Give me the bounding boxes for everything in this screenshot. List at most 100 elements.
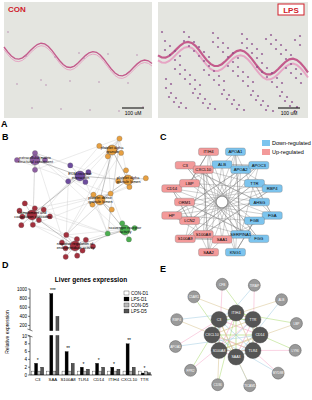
node: [244, 380, 256, 392]
bar: [108, 371, 111, 375]
node: [212, 161, 232, 169]
node: [188, 291, 200, 303]
cell: [285, 58, 287, 60]
node-label: CXCL10: [195, 167, 211, 172]
cell: [127, 82, 129, 84]
node-label: scavenger receptor activity: [109, 226, 142, 234]
cell: [203, 69, 205, 71]
cell: [284, 100, 286, 102]
line: granule lumen: [115, 180, 140, 184]
cell: [179, 73, 181, 75]
tick-label: 6: [24, 349, 27, 354]
node: [175, 235, 195, 243]
tick: [28, 307, 30, 308]
cell: [164, 40, 166, 42]
edge: [17, 160, 111, 194]
tick-label: SAA: [49, 377, 58, 382]
cell: [247, 76, 249, 78]
node-label: LBP: [186, 181, 194, 186]
node: [245, 343, 261, 359]
node-label: SAA3: [231, 355, 240, 359]
cell: [261, 71, 263, 73]
bar: [47, 371, 50, 375]
legend-label: LPS-D1: [131, 297, 147, 302]
node-label: negative regulation of endopeptidase act…: [56, 242, 95, 250]
edge: [33, 225, 77, 239]
node: [117, 136, 122, 141]
cell: [285, 49, 287, 51]
cell: [251, 43, 253, 45]
cell: [185, 107, 187, 109]
cell: [165, 87, 167, 89]
tick: [28, 325, 30, 326]
cell: [179, 55, 181, 57]
cell: [271, 81, 273, 83]
node-label: HP: [169, 213, 175, 218]
cell: [188, 36, 190, 38]
node: [171, 314, 183, 326]
cell: [246, 38, 248, 40]
cell: [198, 46, 200, 48]
node: [262, 212, 282, 220]
cell: [83, 57, 85, 59]
node: [245, 311, 261, 327]
node: [249, 198, 269, 206]
cell: [170, 83, 172, 85]
line: activity: [119, 230, 132, 234]
cell: [217, 37, 219, 39]
node-label: ALB: [278, 298, 284, 302]
cell: [208, 65, 210, 67]
cell: [54, 56, 56, 58]
legend-label: Up-regulated: [272, 149, 304, 155]
node-label: S100A8: [213, 349, 226, 353]
node: [180, 217, 200, 225]
node: [211, 311, 227, 327]
legend-label: LPS-D5: [131, 309, 147, 314]
cell: [218, 75, 220, 77]
cell: [16, 83, 18, 85]
bar: [96, 363, 99, 375]
legend-swatch: [124, 309, 129, 313]
cell: [300, 73, 302, 75]
node: [118, 150, 123, 155]
bar: [123, 371, 126, 375]
node: [199, 148, 219, 156]
panel-letter: E: [160, 264, 166, 274]
node: [252, 327, 268, 343]
node-label: CD14: [166, 186, 177, 191]
cell: [78, 52, 80, 54]
cell: [228, 94, 230, 96]
cell: [222, 51, 224, 53]
cell: [281, 91, 283, 93]
canvas: ABCDECON100 uMLPS100 uMextracellular mat…: [0, 0, 312, 400]
line: granule: [105, 150, 119, 154]
cell: [275, 48, 277, 50]
line: structural constituent: [17, 160, 54, 164]
cell: [271, 72, 273, 74]
node-label: APOC3: [252, 163, 267, 168]
cell: [243, 109, 245, 111]
cell: [183, 40, 185, 42]
node-label: ORM1: [179, 200, 192, 205]
label: 100 uM: [125, 110, 142, 116]
edge: [185, 183, 254, 238]
cell: [285, 67, 287, 69]
node: [289, 344, 301, 356]
annotation: ***: [50, 287, 56, 293]
cell: [233, 99, 235, 101]
cell: [267, 105, 269, 107]
cell: [252, 81, 254, 83]
node: [216, 278, 228, 290]
bar: [132, 367, 135, 375]
cell: [214, 108, 216, 110]
node: [126, 237, 131, 242]
panel-letter: C: [160, 132, 167, 142]
node-label: APOA2: [234, 167, 249, 172]
cell: [213, 79, 215, 81]
node: [290, 317, 302, 329]
node: [22, 201, 27, 206]
axis-break: [27, 331, 152, 335]
cell: [289, 105, 291, 107]
cell: [175, 97, 177, 99]
tick-label: 2: [24, 365, 27, 370]
